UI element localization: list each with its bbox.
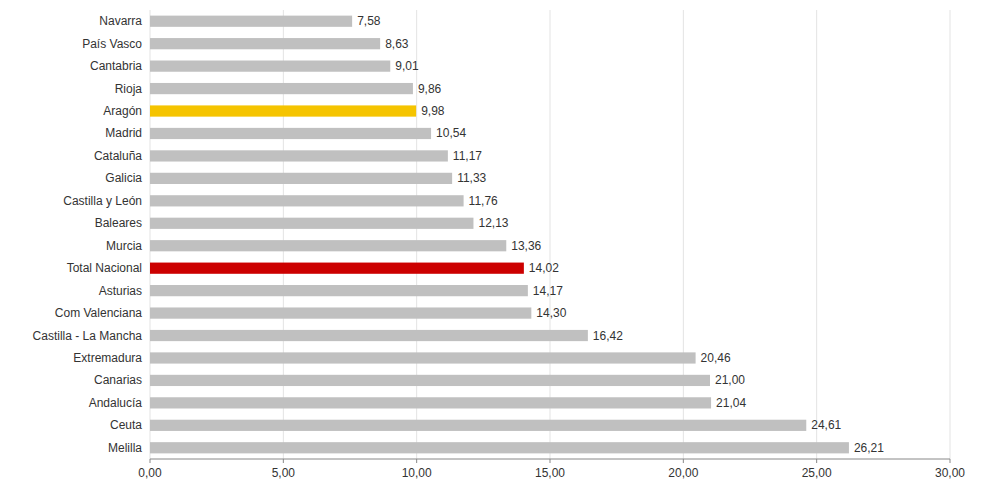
bar — [150, 195, 464, 206]
bar — [150, 352, 696, 363]
bar — [150, 38, 380, 49]
data-label: 8,63 — [385, 37, 409, 51]
category-label: País Vasco — [82, 37, 142, 51]
bar — [150, 173, 452, 184]
data-label: 13,36 — [511, 239, 541, 253]
category-label: Navarra — [99, 14, 142, 28]
tick-mark — [550, 459, 551, 463]
bar — [150, 307, 531, 318]
category-label: Canarias — [94, 373, 142, 387]
category-label: Aragón — [103, 104, 142, 118]
data-label: 11,17 — [453, 149, 482, 163]
tick-label: 10,00 — [402, 466, 432, 480]
axis-line — [150, 459, 950, 460]
grid — [150, 10, 950, 459]
category-label: Com Valenciana — [55, 306, 142, 320]
tick-mark — [683, 459, 684, 463]
bar — [150, 61, 390, 72]
data-label: 21,00 — [715, 373, 745, 387]
category-label: Murcia — [106, 239, 142, 253]
category-label: Andalucía — [89, 396, 143, 410]
category-label: Castilla - La Mancha — [33, 329, 143, 343]
data-label: 14,30 — [536, 306, 566, 320]
bar — [150, 420, 806, 431]
bar — [150, 150, 448, 161]
data-label: 11,33 — [457, 171, 486, 185]
bar — [150, 263, 524, 274]
category-label: Total Nacional — [67, 261, 142, 275]
category-label: Asturias — [99, 284, 142, 298]
tick-mark — [416, 459, 417, 463]
category-label: Ceuta — [110, 418, 142, 432]
grid-line — [683, 10, 684, 459]
x-axis: 0,00 5,00 10,00 15,00 20,00 25,00 30,00 — [138, 459, 965, 480]
data-label: 26,21 — [854, 441, 884, 455]
tick-label: 30,00 — [935, 466, 965, 480]
bar — [150, 442, 849, 453]
grid-line — [550, 10, 551, 459]
data-label: 9,86 — [418, 82, 442, 96]
bar — [150, 16, 352, 27]
tick-label: 5,00 — [272, 466, 296, 480]
grid-line — [950, 10, 951, 459]
bar — [150, 105, 416, 116]
data-label: 9,01 — [395, 59, 419, 73]
category-label: Rioja — [115, 82, 143, 96]
tick-mark — [283, 459, 284, 463]
bar — [150, 240, 506, 251]
data-label: 24,61 — [811, 418, 841, 432]
tick-label: 20,00 — [668, 466, 698, 480]
tick-mark — [816, 459, 817, 463]
chart-container: 0,00 5,00 10,00 15,00 20,00 25,00 30,00 26,21 24… — [0, 0, 990, 491]
grid-line — [150, 10, 151, 459]
tick-label: 0,00 — [138, 466, 162, 480]
tick-mark — [150, 459, 151, 463]
bar — [150, 285, 528, 296]
category-label: Baleares — [95, 216, 142, 230]
data-label: 12,13 — [478, 216, 508, 230]
category-label: Cantabria — [90, 59, 142, 73]
tick-mark — [950, 459, 951, 463]
data-label: 14,17 — [533, 284, 563, 298]
grid-line — [816, 10, 817, 459]
category-label: Melilla — [108, 441, 142, 455]
bar — [150, 397, 711, 408]
y-axis: Melilla Ceuta Andalucía Canarias Extremadura… — [33, 14, 143, 455]
bar — [150, 218, 473, 229]
bar — [150, 375, 710, 386]
grid-line — [283, 10, 284, 459]
bar — [150, 128, 431, 139]
data-label: 10,54 — [436, 126, 466, 140]
data-label: 21,04 — [716, 396, 746, 410]
grid-line — [416, 10, 417, 459]
data-label: 11,76 — [469, 194, 498, 208]
category-label: Madrid — [105, 126, 142, 140]
bar — [150, 83, 413, 94]
category-label: Cataluña — [94, 149, 142, 163]
bar — [150, 330, 588, 341]
data-label: 9,98 — [421, 104, 445, 118]
bars — [150, 16, 849, 454]
data-label: 14,02 — [529, 261, 559, 275]
category-label: Galicia — [105, 171, 142, 185]
data-labels: 26,21 24,61 21,04 21,00 20,46 16,42 14,30 14,17… — [357, 14, 884, 455]
data-label: 16,42 — [593, 329, 623, 343]
tick-label: 25,00 — [802, 466, 832, 480]
category-label: Extremadura — [73, 351, 142, 365]
data-label: 7,58 — [357, 14, 381, 28]
tick-label: 15,00 — [535, 466, 565, 480]
category-label: Castilla y León — [63, 194, 142, 208]
chart-svg: 0,00 5,00 10,00 15,00 20,00 25,00 30,00 26,21 24… — [0, 0, 990, 491]
data-label: 20,46 — [701, 351, 731, 365]
